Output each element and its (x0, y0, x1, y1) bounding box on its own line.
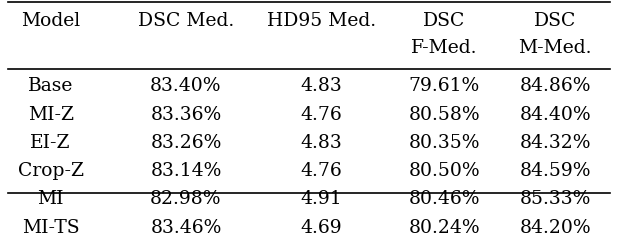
Text: 83.36%: 83.36% (150, 105, 222, 124)
Text: 84.32%: 84.32% (519, 134, 591, 152)
Text: 4.83: 4.83 (300, 77, 342, 95)
Text: Model: Model (21, 12, 80, 30)
Text: 82.98%: 82.98% (150, 190, 222, 208)
Text: 83.14%: 83.14% (150, 162, 222, 180)
Text: 80.46%: 80.46% (408, 190, 480, 208)
Text: 85.33%: 85.33% (519, 190, 591, 208)
Text: 80.24%: 80.24% (408, 219, 480, 236)
Text: M-Med.: M-Med. (519, 39, 592, 57)
Text: HD95 Med.: HD95 Med. (267, 12, 376, 30)
Text: 84.40%: 84.40% (519, 105, 591, 124)
Text: DSC: DSC (423, 12, 465, 30)
Text: 4.76: 4.76 (300, 162, 342, 180)
Text: DSC: DSC (534, 12, 576, 30)
Text: 84.86%: 84.86% (519, 77, 591, 95)
Text: MI: MI (37, 190, 64, 208)
Text: 80.58%: 80.58% (408, 105, 480, 124)
Text: 84.59%: 84.59% (519, 162, 591, 180)
Text: DSC Med.: DSC Med. (138, 12, 234, 30)
Text: 84.20%: 84.20% (519, 219, 591, 236)
Text: Crop-Z: Crop-Z (17, 162, 83, 180)
Text: 83.40%: 83.40% (150, 77, 222, 95)
Text: MI-TS: MI-TS (22, 219, 80, 236)
Text: 83.46%: 83.46% (150, 219, 222, 236)
Text: 80.35%: 80.35% (408, 134, 480, 152)
Text: 4.76: 4.76 (300, 105, 342, 124)
Text: 4.83: 4.83 (300, 134, 342, 152)
Text: 79.61%: 79.61% (408, 77, 480, 95)
Text: F-Med.: F-Med. (411, 39, 478, 57)
Text: Base: Base (28, 77, 74, 95)
Text: 4.91: 4.91 (300, 190, 342, 208)
Text: 83.26%: 83.26% (150, 134, 222, 152)
Text: 80.50%: 80.50% (408, 162, 480, 180)
Text: 4.69: 4.69 (300, 219, 342, 236)
Text: EI-Z: EI-Z (30, 134, 71, 152)
Text: MI-Z: MI-Z (28, 105, 74, 124)
